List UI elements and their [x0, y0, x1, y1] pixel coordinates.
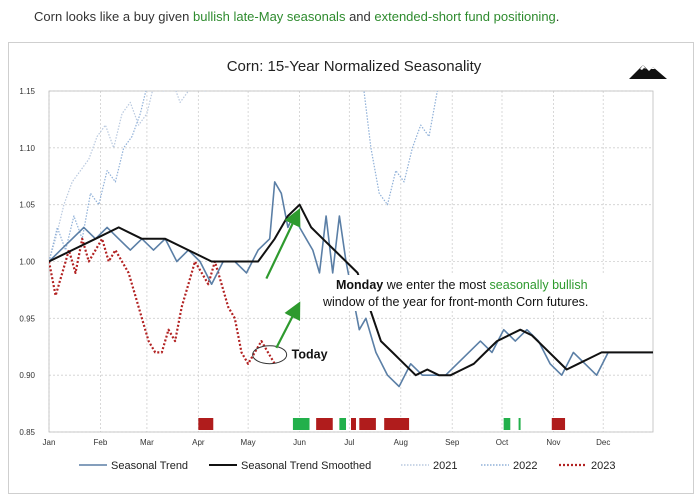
seasonality-chart: Corn: 15-Year Normalized Seasonality 0.8…: [19, 58, 667, 472]
headline-suffix: .: [555, 9, 560, 24]
legend-label: Seasonal Trend: [111, 460, 188, 472]
bullish-signal-bar: [292, 418, 310, 430]
bullish-arrow: [265, 208, 301, 280]
bullish-signal-bar: [339, 418, 347, 430]
y-tick-label: 0.95: [19, 314, 35, 323]
headline: Corn looks like a buy given bullish late…: [34, 9, 559, 24]
chart-panel: Corn: 15-Year Normalized Seasonality 0.8…: [8, 42, 694, 494]
headline-prefix: Corn looks like a buy given: [34, 9, 193, 24]
callout-line-1: Monday we enter the most seasonally bull…: [336, 278, 588, 292]
x-tick-label: Feb: [94, 438, 108, 447]
y-tick-label: 0.85: [19, 428, 35, 437]
bullish-signal-bar: [518, 418, 521, 430]
x-tick-label: Jul: [344, 438, 354, 447]
grid: 0.85 0.90 0.95 1.00 1.05 1.10 1.15 Jan Feb Mar Apr…: [19, 87, 654, 447]
bullish-arrow: [275, 301, 301, 349]
bearish-signal-bar: [351, 418, 356, 430]
callout-plain: we enter the most: [383, 278, 489, 292]
y-tick-label: 1.10: [19, 144, 35, 153]
x-tick-label: Jan: [43, 438, 56, 447]
callout-box: [327, 275, 645, 311]
today-label: Today: [292, 348, 328, 362]
series-line-seasonal-trend-smoothed: [49, 203, 653, 377]
bearish-signal-bar: [551, 418, 566, 430]
headline-highlight-seasonals[interactable]: bullish late-May seasonals: [192, 9, 346, 24]
bearish-signal-bar: [198, 418, 214, 430]
annotations: Today Monday we enter the most seasonally…: [252, 208, 645, 365]
headline-middle: and: [345, 9, 375, 24]
series-line-2022: [363, 91, 439, 206]
callout-green: seasonally bullish: [490, 278, 588, 292]
y-tick-label: 0.90: [19, 371, 35, 380]
chart-title: Corn: 15-Year Normalized Seasonality: [227, 58, 482, 75]
y-tick-label: 1.15: [19, 87, 35, 96]
bearish-signal-bar: [359, 418, 376, 430]
bearish-signal-bar: [384, 418, 410, 430]
today-circle: [252, 345, 288, 365]
bearish-signal-bar: [316, 418, 333, 430]
x-tick-label: May: [241, 438, 256, 447]
series-line-2021: [49, 91, 223, 262]
series-line-2022: [49, 91, 158, 262]
signal-bars: [198, 418, 566, 430]
callout-line-2: window of the year for front-month Corn …: [322, 295, 588, 309]
x-tick-label: Mar: [140, 438, 154, 447]
x-tick-label: Dec: [596, 438, 610, 447]
legend-label: 2023: [591, 460, 615, 472]
legend-label: 2021: [433, 460, 457, 472]
x-tick-label: Aug: [394, 438, 408, 447]
y-tick-label: 1.00: [19, 258, 35, 267]
legend-label: Seasonal Trend Smoothed: [241, 460, 371, 472]
legend: Seasonal Trend Seasonal Trend Smoothed 202…: [79, 460, 615, 472]
bullish-signal-bar: [503, 418, 511, 430]
x-tick-label: Oct: [496, 438, 509, 447]
legend-label: 2022: [513, 460, 537, 472]
y-tick-label: 1.05: [19, 201, 35, 210]
callout-bold: Monday: [336, 278, 383, 292]
x-tick-label: Nov: [546, 438, 560, 447]
series-lines: [49, 91, 653, 388]
x-tick-label: Jun: [293, 438, 306, 447]
x-tick-label: Apr: [192, 438, 205, 447]
mountain-logo-icon: [629, 65, 667, 79]
headline-highlight-positioning[interactable]: extended-short fund positioning: [374, 9, 556, 24]
series-line-2023: [49, 237, 276, 365]
x-tick-label: Sep: [445, 438, 460, 447]
